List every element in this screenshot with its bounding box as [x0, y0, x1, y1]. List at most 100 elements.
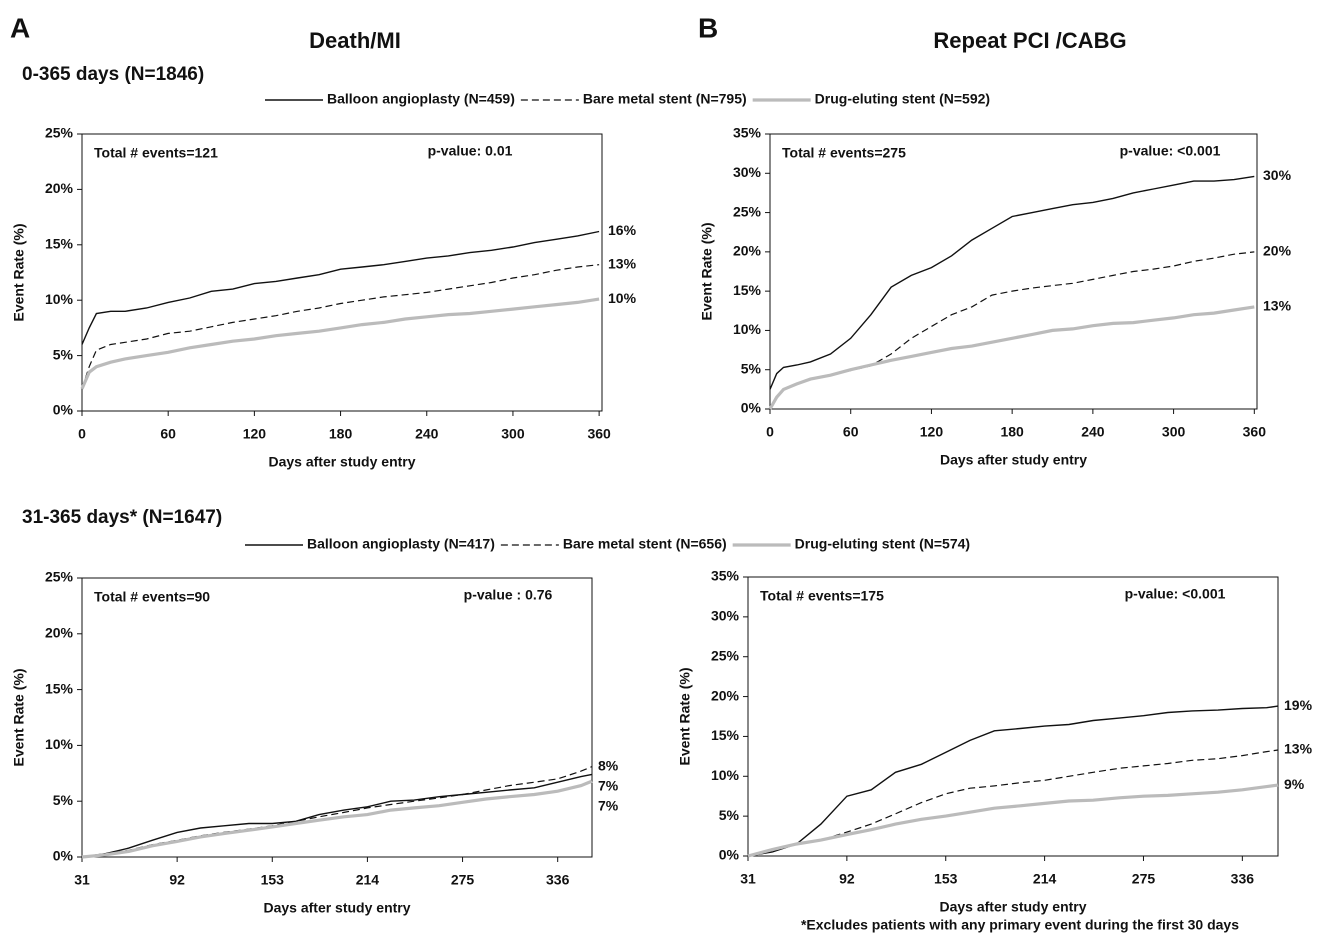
legend-label: Drug-eluting stent (N=574) — [795, 536, 970, 552]
y-tick-label: 20% — [45, 625, 74, 641]
panel-label: A — [10, 12, 30, 43]
series-line — [81, 230, 600, 345]
y-tick-label: 0% — [53, 848, 74, 864]
x-tick-label: 360 — [1243, 424, 1267, 440]
end-label: 8% — [598, 757, 619, 773]
y-tick-label: 10% — [45, 291, 74, 307]
y-tick-label: 10% — [45, 736, 74, 752]
y-axis-label: Event Rate (%) — [699, 222, 715, 320]
x-tick-label: 31 — [74, 872, 90, 888]
series-line — [769, 251, 1255, 410]
series-line — [768, 305, 1255, 410]
x-axis-label: Days after study entry — [268, 454, 415, 470]
y-tick-label: 15% — [733, 282, 762, 298]
annotation: Total # events=175 — [760, 588, 884, 604]
end-label: 10% — [608, 290, 637, 306]
y-tick-label: 25% — [733, 203, 762, 219]
y-tick-label: 5% — [53, 792, 74, 808]
annotation: Total # events=121 — [94, 145, 218, 161]
y-tick-label: 10% — [711, 767, 740, 783]
plot-frame — [81, 133, 603, 412]
end-label: 20% — [1263, 243, 1292, 259]
x-tick-label: 180 — [1000, 424, 1024, 440]
end-label: 16% — [608, 222, 637, 238]
series-line — [81, 779, 593, 859]
x-tick-label: 180 — [329, 426, 353, 442]
section-title: 0-365 days (N=1846) — [22, 64, 204, 85]
legend-label: Drug-eluting stent (N=592) — [815, 91, 990, 107]
x-tick-label: 300 — [1162, 424, 1186, 440]
y-tick-label: 20% — [711, 687, 740, 703]
annotation: p-value : 0.76 — [464, 587, 553, 603]
y-tick-label: 0% — [741, 400, 762, 416]
end-label: 9% — [1284, 776, 1305, 792]
x-tick-label: 92 — [839, 871, 855, 887]
x-tick-label: 0 — [766, 424, 774, 440]
y-tick-label: 20% — [733, 243, 762, 259]
plot-frame — [769, 133, 1258, 410]
end-label: 30% — [1263, 167, 1292, 183]
x-tick-label: 0 — [78, 426, 86, 442]
end-label: 7% — [598, 777, 619, 793]
y-tick-label: 10% — [733, 321, 762, 337]
end-label: 13% — [1284, 741, 1313, 757]
y-tick-label: 30% — [711, 608, 740, 624]
y-tick-label: 25% — [45, 569, 74, 585]
y-tick-label: 0% — [53, 402, 74, 418]
series-line — [769, 175, 1255, 390]
x-tick-label: 214 — [356, 872, 380, 888]
plot-frame — [81, 577, 593, 858]
y-tick-label: 25% — [711, 647, 740, 663]
x-axis-label: Days after study entry — [939, 899, 1086, 915]
x-tick-label: 92 — [169, 872, 185, 888]
y-tick-label: 5% — [741, 360, 762, 376]
plot-frame — [747, 576, 1279, 857]
y-tick-label: 25% — [45, 125, 74, 141]
x-axis-label: Days after study entry — [940, 452, 1087, 468]
x-tick-label: 336 — [546, 872, 570, 888]
legend-label: Bare metal stent (N=656) — [563, 536, 727, 552]
series-line — [80, 297, 600, 390]
section-title: 31-365 days* (N=1647) — [22, 507, 222, 528]
x-tick-label: 275 — [1132, 871, 1156, 887]
y-tick-label: 15% — [45, 236, 74, 252]
annotation: p-value: <0.001 — [1120, 143, 1221, 159]
panel-label: B — [698, 12, 718, 43]
end-label: 19% — [1284, 697, 1313, 713]
y-tick-label: 0% — [719, 847, 740, 863]
y-tick-label: 5% — [53, 346, 74, 362]
y-tick-label: 15% — [711, 727, 740, 743]
x-tick-label: 240 — [415, 426, 439, 442]
legend-label: Bare metal stent (N=795) — [583, 91, 747, 107]
x-tick-label: 360 — [587, 426, 611, 442]
x-tick-label: 153 — [934, 871, 958, 887]
x-tick-label: 120 — [920, 424, 944, 440]
panel-title: Repeat PCI /CABG — [933, 28, 1126, 53]
x-tick-label: 240 — [1081, 424, 1105, 440]
annotation: Total # events=90 — [94, 589, 210, 605]
y-tick-label: 15% — [45, 680, 74, 696]
y-tick-label: 20% — [45, 180, 74, 196]
series-line — [747, 783, 1279, 858]
y-tick-label: 35% — [711, 568, 740, 584]
x-tick-label: 31 — [740, 871, 756, 887]
y-tick-label: 5% — [719, 807, 740, 823]
end-label: 13% — [1263, 298, 1292, 314]
annotation: p-value: 0.01 — [428, 143, 513, 159]
y-axis-label: Event Rate (%) — [677, 667, 693, 765]
series-line — [81, 264, 600, 389]
x-tick-label: 275 — [451, 872, 475, 888]
x-axis-label: Days after study entry — [263, 900, 410, 916]
y-axis-label: Event Rate (%) — [11, 668, 27, 766]
legend-label: Balloon angioplasty (N=417) — [307, 536, 495, 552]
y-tick-label: 35% — [733, 125, 762, 141]
annotation: Total # events=275 — [782, 145, 906, 161]
x-tick-label: 60 — [160, 426, 176, 442]
end-label: 13% — [608, 255, 637, 271]
x-tick-label: 300 — [501, 426, 525, 442]
series-line — [747, 705, 1279, 857]
legend-label: Balloon angioplasty (N=459) — [327, 91, 515, 107]
x-tick-label: 336 — [1231, 871, 1255, 887]
x-tick-label: 153 — [261, 872, 285, 888]
